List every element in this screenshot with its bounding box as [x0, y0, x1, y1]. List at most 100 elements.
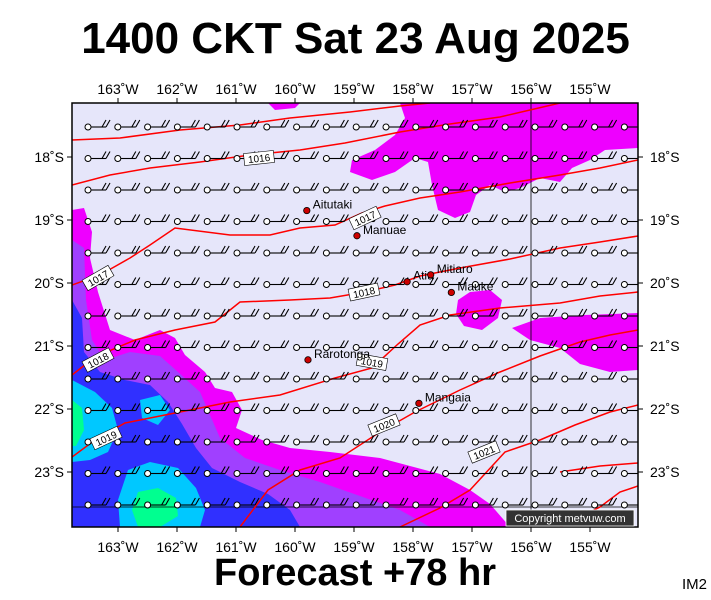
- wind-barb: [173, 245, 200, 257]
- wind-barb: [263, 466, 290, 477]
- wind-barb: [84, 466, 111, 477]
- wind-barb: [382, 403, 409, 414]
- place-marker: Rarotonga: [304, 347, 370, 364]
- wind-barb: [620, 123, 638, 131]
- wind-barb: [322, 119, 349, 131]
- wind-barb: [322, 497, 349, 509]
- wind-barb: [442, 119, 469, 131]
- wind-barb: [561, 434, 588, 446]
- wind-barb: [233, 245, 260, 257]
- wind-barb: [173, 403, 200, 414]
- wind-barb: [352, 340, 379, 351]
- wind-barb: [293, 403, 320, 414]
- place-marker: Mangaia: [415, 390, 471, 407]
- wind-barb: [531, 497, 558, 509]
- wind-barb: [233, 340, 260, 351]
- wind-barb: [144, 434, 171, 446]
- wind-barb: [591, 434, 618, 446]
- svg-text:1018: 1018: [352, 286, 376, 301]
- place-name: Rarotonga: [314, 347, 370, 361]
- wind-barb: [591, 214, 618, 225]
- wind-barb: [322, 151, 349, 162]
- wind-barb: [620, 249, 638, 257]
- wind-barb: [114, 214, 141, 225]
- rain-area-north: [215, 103, 638, 218]
- wind-barb: [114, 119, 141, 131]
- wind-barb: [263, 214, 290, 225]
- wind-barb: [501, 245, 528, 257]
- wind-barb: [173, 434, 200, 446]
- rain-area-east: [512, 313, 638, 372]
- wind-barb: [382, 340, 409, 351]
- wind-barb: [173, 214, 200, 225]
- lat-label-right: 23˚S: [650, 464, 680, 480]
- wind-barb: [322, 182, 349, 194]
- wind-barb: [620, 281, 638, 288]
- wind-barb: [173, 340, 200, 351]
- wind-barb: [531, 403, 558, 414]
- place-marker: Manuae: [353, 223, 407, 240]
- wind-barb: [501, 340, 528, 351]
- wind-barb: [501, 151, 528, 162]
- isobar-line: [72, 159, 638, 286]
- lon-label-bottom: 157˚W: [451, 539, 493, 555]
- wind-barb: [293, 371, 320, 383]
- wind-barb: [442, 497, 469, 509]
- wind-barb: [531, 119, 558, 131]
- lon-label-bottom: 158˚W: [392, 539, 434, 555]
- wind-barb: [144, 340, 171, 351]
- wind-barb: [173, 182, 200, 194]
- lon-label-top: 159˚W: [333, 81, 375, 97]
- wind-barb: [561, 151, 588, 162]
- wind-barb: [501, 308, 528, 320]
- wind-barb: [442, 466, 469, 477]
- map-title: 1400 CKT Sat 23 Aug 2025: [81, 14, 630, 63]
- lon-label-top: 160˚W: [274, 81, 316, 97]
- wind-barb: [322, 371, 349, 383]
- wind-barb: [382, 466, 409, 477]
- wind-barb: [382, 277, 409, 288]
- wind-barb: [293, 214, 320, 225]
- wind-barb: [293, 182, 320, 194]
- wind-barb: [501, 434, 528, 446]
- wind-barb: [591, 308, 618, 320]
- isobar-line: [559, 462, 638, 473]
- wind-barb: [144, 371, 171, 383]
- place-marker: Aitutaki: [303, 198, 352, 215]
- place-name: Mitiaro: [437, 262, 473, 276]
- wind-barb: [382, 151, 409, 162]
- wind-barb: [382, 214, 409, 225]
- place-name: Mangaia: [425, 390, 471, 404]
- wind-barb: [293, 308, 320, 320]
- wind-barb: [144, 151, 171, 162]
- wind-barb: [531, 308, 558, 320]
- wind-barb: [293, 466, 320, 477]
- wind-barb: [501, 119, 528, 131]
- lon-label-bottom: 163˚W: [97, 539, 139, 555]
- lat-label-right: 19˚S: [650, 212, 680, 228]
- wind-barb: [84, 340, 111, 351]
- wind-barb: [352, 434, 379, 446]
- wind-barb: [442, 182, 469, 194]
- wind-barb: [471, 119, 498, 131]
- wind-barb: [412, 119, 439, 131]
- town-dot: [447, 288, 455, 297]
- wind-barb: [561, 466, 588, 477]
- wind-barb: [352, 182, 379, 194]
- wind-barb: [322, 403, 349, 414]
- wind-barb: [114, 277, 141, 288]
- wind-barb: [531, 277, 558, 288]
- wind-barb: [293, 277, 320, 288]
- town-dot: [353, 232, 361, 240]
- wind-barb: [144, 277, 171, 288]
- isobar-label: 1019: [355, 353, 389, 371]
- wind-barb: [471, 245, 498, 257]
- place-name: Manuae: [363, 223, 407, 237]
- rain-area-north-small: [268, 103, 300, 110]
- wind-barb: [322, 214, 349, 225]
- wind-barb: [144, 497, 171, 509]
- wind-barb: [352, 371, 379, 383]
- wind-barb: [620, 470, 638, 477]
